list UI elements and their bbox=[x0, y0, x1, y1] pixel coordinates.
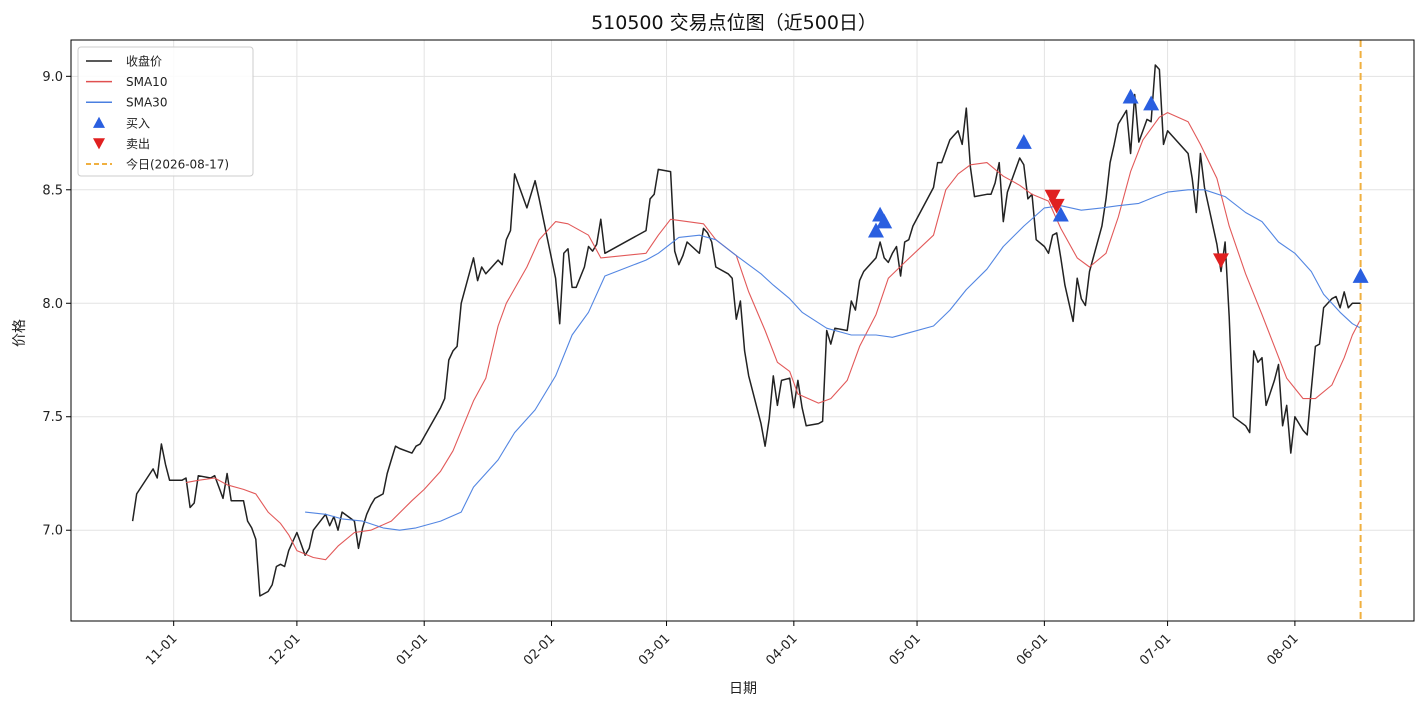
legend-label: SMA30 bbox=[126, 96, 167, 110]
legend-label: 今日(2026-08-17) bbox=[126, 157, 229, 172]
buy-marker bbox=[876, 213, 893, 229]
y-tick-label: 8.5 bbox=[42, 183, 63, 198]
x-tick-label: 01-01 bbox=[394, 631, 431, 668]
x-tick-label: 07-01 bbox=[1137, 631, 1174, 668]
x-tick-label: 04-01 bbox=[763, 631, 800, 668]
sell-marker bbox=[1048, 198, 1065, 214]
sell-marker bbox=[1044, 189, 1061, 205]
buy-marker bbox=[1015, 134, 1032, 149]
legend-label: SMA10 bbox=[126, 75, 167, 89]
buy-marker bbox=[1052, 206, 1069, 222]
buy-marker bbox=[1143, 95, 1160, 111]
y-axis-title: 价格 bbox=[12, 319, 28, 347]
y-axis: 7.0 7.5 8.0 8.5 9.0 bbox=[42, 70, 71, 539]
x-tick-label: 08-01 bbox=[1264, 631, 1301, 668]
x-tick-label: 06-01 bbox=[1014, 631, 1051, 668]
x-tick-label: 12-01 bbox=[266, 631, 303, 668]
legend-swatch bbox=[93, 116, 105, 128]
y-tick-label: 8.0 bbox=[42, 297, 63, 312]
plot-frame bbox=[70, 39, 1415, 622]
x-axis-title: 日期 bbox=[729, 681, 757, 697]
buy-marker bbox=[867, 222, 884, 238]
x-tick-label: 03-01 bbox=[636, 631, 673, 668]
x-tick-label: 05-01 bbox=[887, 631, 924, 668]
x-axis: 11-01 12-01 01-01 02-01 03-01 04-01 05-01 06-01… bbox=[143, 621, 1302, 669]
legend-swatch bbox=[93, 138, 105, 150]
series-line-SMA10 bbox=[185, 112, 1362, 561]
legend-label: 卖出 bbox=[126, 137, 150, 151]
y-tick-label: 7.0 bbox=[42, 524, 63, 539]
y-tick-label: 7.5 bbox=[42, 410, 63, 425]
y-tick-label: 9.0 bbox=[42, 70, 63, 85]
series-line-收盘价 bbox=[131, 64, 1361, 597]
series-line-SMA30 bbox=[305, 189, 1361, 531]
legend-label: 收盘价 bbox=[126, 54, 162, 69]
plot-area bbox=[131, 40, 1369, 621]
legend-label: 买入 bbox=[126, 116, 150, 130]
buy-marker bbox=[1352, 268, 1369, 283]
x-tick-label: 02-01 bbox=[521, 631, 558, 668]
x-tick-label: 11-01 bbox=[143, 631, 180, 668]
chart-title: 510500 交易点位图（近500日） bbox=[591, 12, 877, 34]
legend-box bbox=[77, 46, 254, 177]
sell-marker bbox=[1212, 253, 1229, 269]
buy-marker bbox=[1122, 88, 1139, 104]
